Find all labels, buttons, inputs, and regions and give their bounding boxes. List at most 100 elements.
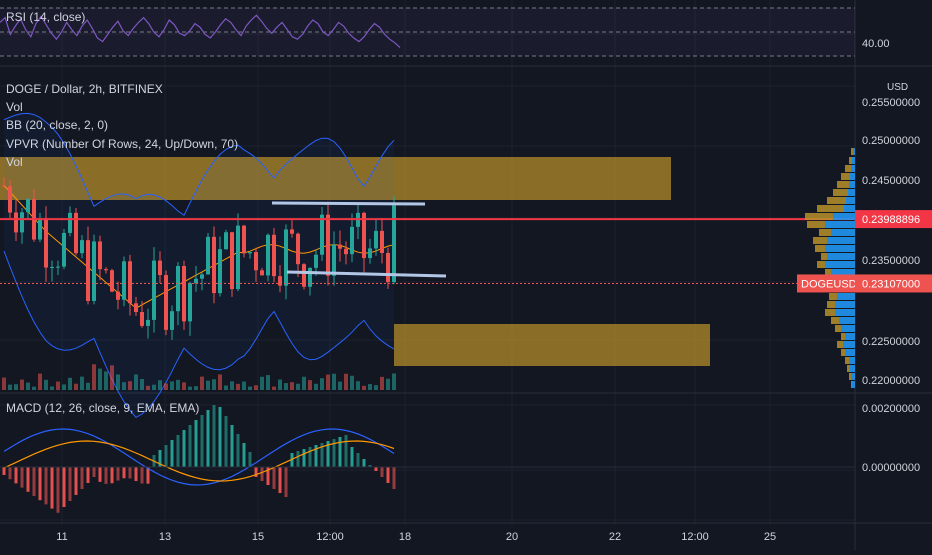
macd-bar [248, 452, 252, 467]
vpvr-row-down [841, 349, 845, 356]
macd-bar [92, 467, 96, 477]
trendline-top [271, 201, 426, 206]
time-axis-label: 25 [764, 531, 776, 543]
indicator-bb[interactable]: BB (20, close, 2, 0) [6, 118, 109, 132]
volume-bar [14, 384, 18, 390]
vpvr-row-down [845, 357, 849, 364]
volume-bar [392, 373, 396, 390]
candle-body [296, 233, 300, 265]
candlestick-series [2, 177, 396, 340]
rsi-line [0, 14, 401, 49]
volume-bar [104, 371, 108, 390]
macd-bar [38, 467, 42, 501]
macd-bar [332, 439, 336, 467]
candle-body [44, 219, 48, 268]
macd-bar [140, 467, 144, 484]
vpvr-row-down [829, 293, 837, 300]
volume-bar [224, 385, 228, 390]
time-axis-label: 22 [609, 531, 621, 543]
candle-body [230, 232, 234, 290]
vpvr-row-up [843, 341, 855, 348]
vpvr-row-up [848, 189, 855, 196]
candle-body [146, 319, 150, 326]
indicator-vpvr[interactable]: VPVR (Number Of Rows, 24, Up/Down, 70) [6, 137, 239, 151]
volume-bar [68, 377, 72, 390]
candle-body [194, 278, 198, 284]
candle-body [302, 264, 306, 287]
volume-bar [218, 374, 222, 390]
vpvr-row-up [846, 197, 855, 204]
macd-bar [110, 467, 114, 484]
macd-bar [320, 443, 324, 467]
volume-bar [8, 384, 12, 390]
candle-body [392, 205, 396, 283]
bb-fill [4, 113, 394, 418]
macd-title[interactable]: MACD (12, 26, close, 9, EMA, EMA) [6, 401, 200, 415]
candle-body [56, 266, 60, 268]
macd-bar [50, 467, 54, 509]
candle-body [86, 240, 90, 301]
volume-bar [140, 379, 144, 390]
time-axis-label: 12:00 [681, 531, 709, 543]
macd-bar [362, 459, 366, 467]
time-axis-label: 12:00 [316, 531, 344, 543]
volume-bar [320, 378, 324, 390]
vpvr-row-up [835, 301, 855, 308]
symbol-tag [797, 274, 855, 293]
volume-bar [32, 386, 36, 390]
volume-bar [92, 364, 96, 390]
vpvr-row-down [851, 381, 852, 388]
symbol-title[interactable]: DOGE / Dollar, 2h, BITFINEX [6, 82, 163, 96]
volume-bar [248, 386, 252, 390]
volume-bar [272, 386, 276, 390]
macd-bar [176, 435, 180, 467]
vpvr-row-up [835, 309, 855, 316]
supply-zone [0, 157, 671, 200]
volume-bar [368, 384, 372, 390]
volume-bar [134, 374, 138, 390]
candle-body [284, 229, 288, 286]
candle-body [236, 225, 240, 290]
candle-body [224, 232, 228, 250]
volume-bar [290, 382, 294, 390]
vpvr-row-down [849, 157, 852, 164]
volume-bar [254, 385, 258, 390]
vpvr-row-up [839, 317, 855, 324]
candle-body [182, 266, 186, 322]
candle-body [122, 261, 126, 300]
macd-bar [308, 447, 312, 467]
price-axis-label: 0.25500000 [862, 97, 920, 109]
macd-histogram [2, 405, 396, 513]
candle-body [50, 266, 54, 268]
macd-bar [206, 410, 210, 467]
demand-zone [394, 324, 710, 366]
vpvr-row-down [845, 165, 851, 172]
resistance-price-tag [855, 210, 932, 229]
vpvr-row-up [844, 205, 855, 212]
vpvr-row-down [819, 229, 831, 236]
volume-bar [374, 385, 378, 390]
volume-bar [158, 380, 162, 390]
volume-bar [176, 379, 180, 390]
macd-bar [164, 445, 168, 467]
macd-bar [266, 467, 270, 485]
vpvr-row-down [835, 325, 841, 332]
indicator-vol[interactable]: Vol [6, 100, 23, 114]
candle-body [344, 248, 348, 255]
volume-bar [194, 386, 198, 390]
volume-bar [128, 381, 132, 390]
volume-bar [386, 378, 390, 390]
candle-body [158, 260, 162, 276]
candle-body [254, 252, 258, 271]
indicator-vol-2[interactable]: Vol [6, 155, 23, 169]
candle-body [260, 270, 264, 276]
time-axis-label: 11 [56, 531, 67, 543]
volume-bar [326, 374, 330, 390]
volume-bar [188, 386, 192, 390]
vpvr-row-down [825, 309, 835, 316]
volume-series [2, 364, 396, 390]
vpvr-row-up [850, 365, 855, 372]
candle-body [380, 230, 384, 253]
